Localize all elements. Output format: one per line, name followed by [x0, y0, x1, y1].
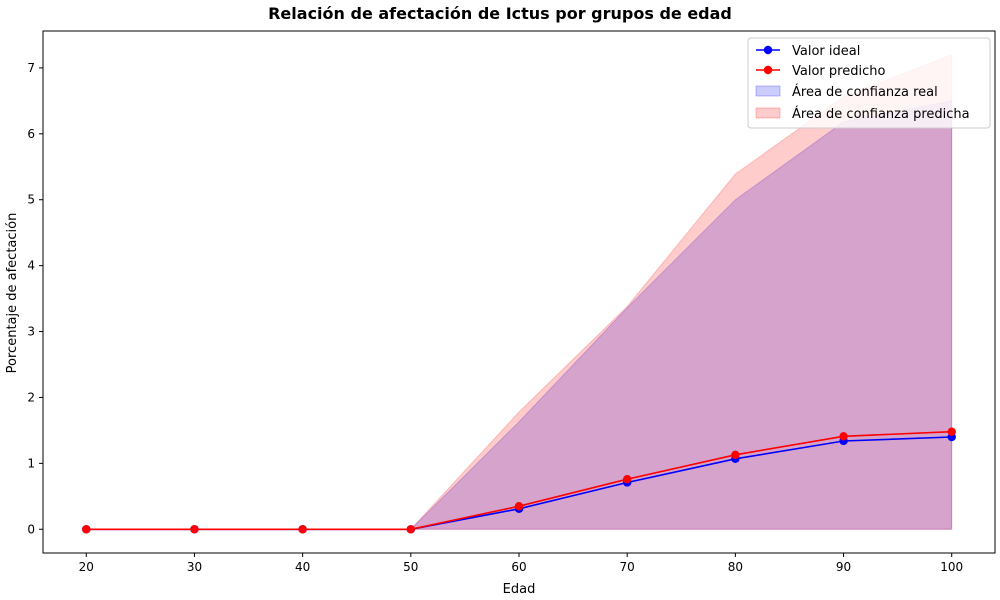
data-point	[406, 525, 416, 534]
chart-title: Relación de afectación de Ictus por grup…	[268, 4, 732, 23]
data-point	[298, 525, 307, 534]
legend: Valor ideal Valor predicho Área de confian…	[747, 37, 991, 129]
y-tick-label: 4	[27, 259, 35, 273]
x-tick-label: 90	[836, 560, 851, 574]
x-tick-label: 40	[295, 560, 310, 574]
data-point	[190, 525, 199, 534]
y-tick-label: 3	[27, 325, 35, 339]
data-point	[514, 502, 524, 511]
data-point	[622, 474, 632, 484]
legend-patch	[755, 85, 781, 97]
y-tick-label: 2	[27, 390, 35, 404]
legend-label: Valor ideal	[792, 44, 860, 59]
y-tick-label: 5	[27, 193, 35, 207]
y-tick-label: 7	[27, 61, 35, 75]
legend-patch	[755, 107, 781, 119]
legend-label: Área de confianza predicha	[792, 106, 970, 122]
data-point	[82, 525, 91, 534]
x-tick-label: 50	[403, 560, 418, 574]
x-tick-label: 30	[187, 560, 202, 574]
x-tick-label: 100	[940, 560, 963, 574]
legend-marker	[763, 45, 773, 55]
legend-label: Valor predicho	[792, 64, 885, 79]
x-tick-label: 80	[728, 560, 743, 574]
y-tick-label: 0	[27, 522, 35, 536]
legend-marker	[763, 65, 773, 75]
legend-box	[747, 37, 991, 129]
data-point	[839, 432, 848, 441]
plot-area: 20 30 40 50 60 70 80 90 100 0 1 2 3 4 5 6 7	[27, 30, 996, 574]
x-axis-label: Edad	[503, 582, 536, 597]
legend-label: Área de confianza real	[792, 84, 938, 100]
y-axis-label: Porcentaje de afectación	[5, 213, 20, 374]
x-tick-label: 60	[511, 560, 526, 574]
x-tick-label: 20	[79, 560, 94, 574]
data-point	[731, 450, 740, 459]
y-tick-label: 1	[27, 456, 35, 470]
data-point	[947, 427, 956, 436]
x-tick-label: 70	[620, 560, 635, 574]
y-tick-label: 6	[27, 127, 35, 141]
